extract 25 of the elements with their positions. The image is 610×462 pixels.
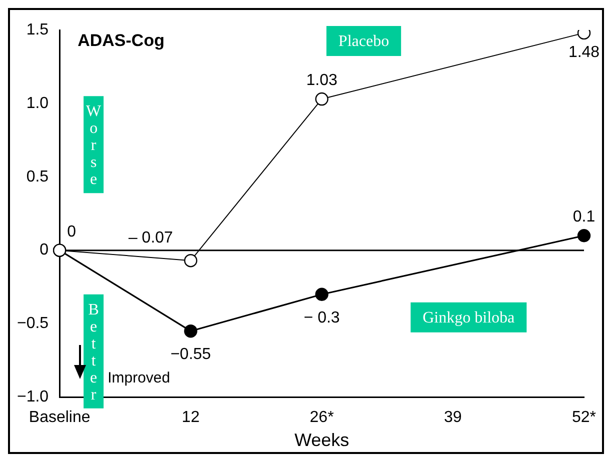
annotation: Better	[88, 301, 99, 404]
data-label: 1.48	[568, 44, 600, 61]
y-tick-label: 1.5	[26, 21, 49, 38]
y-tick-label: −1.0	[16, 388, 49, 406]
text: Ginkgo biloba	[422, 309, 515, 326]
x-axis-title: Weeks	[294, 430, 350, 450]
data-label: 1.03	[306, 72, 338, 90]
data-label: 0.1	[572, 208, 596, 226]
data-label: −0.55	[170, 346, 212, 364]
x-tick-label: 12	[182, 409, 200, 426]
data-label: − 0.3	[304, 309, 340, 326]
x-tick-label: 39	[444, 409, 462, 426]
annotation: Improved	[108, 370, 170, 387]
data-label: – 0.07	[128, 230, 174, 247]
x-tick-label: 52*	[572, 409, 596, 426]
y-tick-label: −0.5	[16, 315, 49, 332]
annotation: Worse	[86, 103, 102, 188]
y-tick-label: 1.0	[26, 94, 49, 112]
x-tick-label: 26*	[310, 409, 334, 426]
chart-title: ADAS-Cog	[78, 31, 164, 50]
y-tick-label: 0	[40, 242, 49, 259]
data-label: 0	[67, 223, 76, 240]
series-label: Placebo	[338, 33, 390, 50]
y-tick-label: 0.5	[26, 168, 49, 186]
x-tick-label: Baseline	[28, 409, 90, 426]
